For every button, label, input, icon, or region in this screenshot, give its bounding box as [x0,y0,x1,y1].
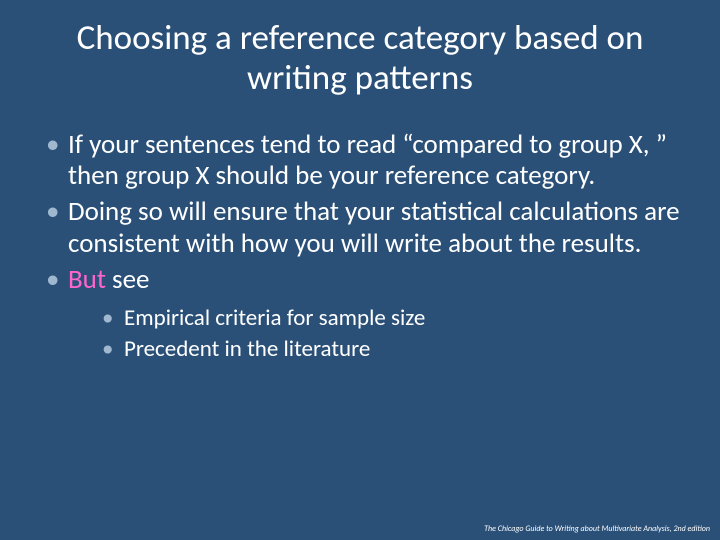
bullet-list: If your sentences tend to read “compared… [40,129,680,364]
footer-citation: The Chicago Guide to Writing about Multi… [484,524,710,534]
sub-bullet-text: Empirical criteria for sample size [124,304,425,332]
sub-bullet-list: Empirical criteria for sample size Prece… [68,304,680,364]
bullet-accent-text: But [68,263,106,296]
sub-bullet-text: Precedent in the literature [124,335,370,363]
bullet-item: But see Empirical criteria for sample si… [40,264,680,363]
sub-bullet-item: Empirical criteria for sample size [68,304,680,333]
bullet-text: Doing so will ensure that your statistic… [68,195,680,260]
bullet-text: If your sentences tend to read “compared… [68,128,667,193]
slide: Choosing a reference category based on w… [0,0,720,540]
bullet-text: see [106,263,150,296]
sub-bullet-item: Precedent in the literature [68,335,680,364]
bullet-item: Doing so will ensure that your statistic… [40,196,680,260]
slide-title: Choosing a reference category based on w… [40,18,680,99]
bullet-item: If your sentences tend to read “compared… [40,129,680,193]
